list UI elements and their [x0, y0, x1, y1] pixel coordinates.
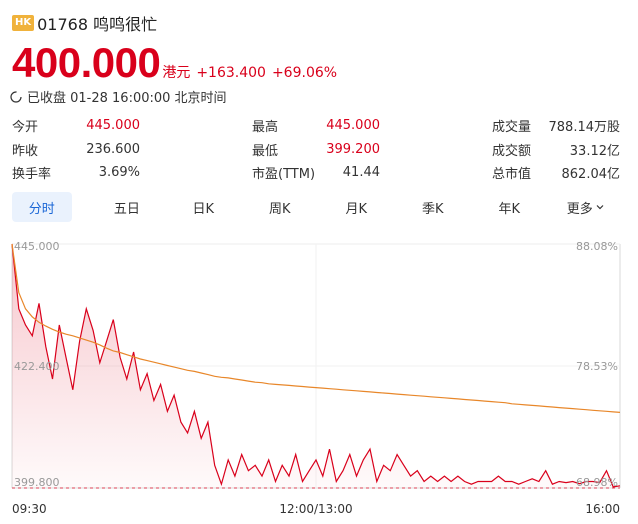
tab-label: 周K [269, 201, 291, 217]
stat-value: 236.600 [86, 141, 140, 157]
y-right-tick-label: 78.53% [576, 360, 618, 373]
stat-label: 成交量 [492, 120, 532, 136]
stats-col-1: 今开 445.000 昨收 236.600 换手率 3.69% [12, 114, 140, 185]
tab-five-day[interactable]: 五日 [89, 192, 165, 222]
stat-value: 3.69% [98, 165, 140, 181]
average-line [11, 243, 621, 413]
tab-quarterly-k[interactable]: 季K [395, 192, 471, 222]
market-badge: HK [12, 15, 35, 31]
tab-yearly-k[interactable]: 年K [471, 192, 547, 222]
y-right-tick-label: 88.08% [576, 240, 618, 253]
stats-col-3: 成交量 788.14万股 成交额 33.12亿总市值 862.04亿 [492, 114, 620, 185]
price-line [11, 243, 621, 488]
price-area [12, 244, 620, 488]
stat-label: 最低 [252, 143, 279, 159]
price-change-pct: +69.06% [271, 65, 338, 81]
chevron-down-icon [596, 205, 604, 210]
stat-row: 总市值 862.04亿 [492, 161, 620, 185]
tab-label: 五日 [113, 201, 140, 217]
stat-value: 41.44 [342, 165, 380, 181]
x-tick-label: 16:00 [585, 502, 620, 516]
x-tick-label: 12:00/13:00 [279, 502, 352, 516]
price-row: 400.000 港元 +163.400 +69.06% [12, 40, 337, 86]
tab-daily-k[interactable]: 日K [165, 192, 241, 222]
stat-value: 445.000 [326, 118, 380, 134]
last-price: 400.000 [12, 39, 161, 86]
tab-more[interactable]: 更多 [548, 192, 624, 222]
stat-label: 总市值 [492, 167, 532, 183]
stock-header: HK 01768 鸣鸣很忙 [12, 12, 157, 34]
tab-label: 分时 [28, 201, 55, 217]
stat-label: 市盈(TTM) [252, 167, 316, 183]
tab-label: 季K [422, 201, 444, 217]
stat-row: 最高 445.000 [252, 114, 380, 138]
y-right-tick-label: 68.98% [576, 476, 618, 489]
tab-weekly-k[interactable]: 周K [242, 192, 318, 222]
stat-row: 换手率 3.69% [12, 161, 140, 185]
tab-label: 月K [345, 201, 368, 217]
clock-icon [10, 90, 22, 103]
y-tick-label: 399.800 [14, 476, 60, 489]
stat-label: 昨收 [12, 143, 39, 159]
price-change: +163.400 [196, 65, 266, 81]
market-status: 已收盘 01-28 16:00:00 北京时间 [10, 87, 227, 106]
stat-label: 最高 [252, 120, 279, 136]
stat-row: 成交额 33.12亿 [492, 138, 620, 162]
stats-col-2: 最高 445.000 最低 399.200 市盈(TTM) 41.44 [252, 114, 380, 185]
tab-intraday[interactable]: 分时 [12, 192, 72, 222]
stat-row: 今开 445.000 [12, 114, 140, 138]
y-tick-label: 422.400 [14, 360, 60, 373]
stat-value: 33.12亿 [569, 143, 620, 159]
stat-value: 862.04亿 [561, 167, 621, 183]
currency-label: 港元 [162, 65, 191, 81]
tab-label: 更多 [566, 201, 593, 217]
tab-monthly-k[interactable]: 月K [318, 192, 394, 222]
y-tick-label: 445.000 [14, 240, 60, 253]
intraday-chart: 445.000 422.400 399.800 88.08% 78.53% 68.98% 0… [11, 240, 621, 516]
stat-label: 换手率 [12, 167, 52, 183]
stat-value: 399.200 [326, 141, 380, 157]
period-tabs: 分时 五日 日K 周K 月K 季K 年K 更多 [12, 192, 624, 222]
stat-row: 市盈(TTM) 41.44 [252, 161, 380, 185]
stat-value: 788.14万股 [548, 120, 621, 136]
stat-label: 今开 [12, 120, 39, 136]
tab-label: 年K [498, 201, 521, 217]
status-text: 已收盘 01-28 16:00:00 北京时间 [27, 91, 227, 106]
stat-value: 445.000 [86, 118, 140, 134]
stat-row: 昨收 236.600 [12, 138, 140, 162]
stat-row: 成交量 788.14万股 [492, 114, 620, 138]
tab-label: 日K [192, 201, 215, 217]
x-tick-label: 09:30 [12, 502, 47, 516]
stat-row: 最低 399.200 [252, 138, 380, 162]
stat-label: 成交额 [492, 143, 532, 159]
stock-title: 01768 鸣鸣很忙 [37, 15, 158, 34]
